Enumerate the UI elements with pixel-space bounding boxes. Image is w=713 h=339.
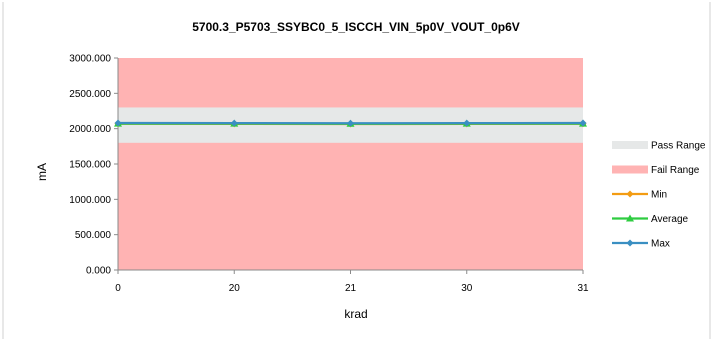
- x-tick-label: 0: [115, 283, 121, 294]
- legend-marker-min: [626, 190, 634, 198]
- x-tick-label: 31: [577, 283, 589, 294]
- legend-marker-average: [626, 214, 634, 222]
- y-tick-label: 3000.000: [69, 54, 111, 65]
- legend-swatch-pass-range: [612, 141, 648, 149]
- fail-range-band: [118, 58, 583, 270]
- legend: Pass Range Fail Range Min Average Max: [612, 141, 706, 250]
- series-layer: [114, 119, 587, 128]
- x-axis-label: krad: [344, 307, 367, 321]
- data-point-max: [114, 119, 122, 127]
- legend-swatch-fail-range: [612, 165, 648, 174]
- x-tick-label: 30: [461, 283, 473, 294]
- legend-label-fail-range: Fail Range: [651, 165, 700, 176]
- x-tick-label: 20: [229, 283, 241, 294]
- legend-label-max: Max: [651, 239, 670, 250]
- data-point-max: [579, 119, 587, 127]
- chart-title: 5700.3_P5703_SSYBC0_5_ISCCH_VIN_5p0V_VOU…: [192, 20, 520, 34]
- legend-label-min: Min: [651, 190, 667, 201]
- range-bands: [118, 58, 583, 270]
- y-tick-label: 2500.000: [69, 89, 111, 100]
- data-point-max: [347, 119, 354, 127]
- axes: 0.000 500.000 1000.000 1500.000 2000.000 2500…: [69, 54, 589, 295]
- y-axis-label: mA: [35, 163, 49, 181]
- legend-marker-max: [626, 239, 634, 247]
- legend-label-average: Average: [651, 214, 689, 225]
- y-tick-label: 1000.000: [69, 195, 111, 206]
- legend-label-pass-range: Pass Range: [651, 141, 706, 152]
- y-tick-label: 1500.000: [69, 160, 111, 171]
- y-tick-label: 2000.000: [69, 124, 111, 135]
- data-point-max: [463, 119, 471, 127]
- x-tick-label: 21: [345, 283, 357, 294]
- data-point-max: [230, 119, 238, 127]
- y-tick-label: 500.000: [75, 230, 112, 241]
- y-tick-label: 0.000: [86, 266, 111, 277]
